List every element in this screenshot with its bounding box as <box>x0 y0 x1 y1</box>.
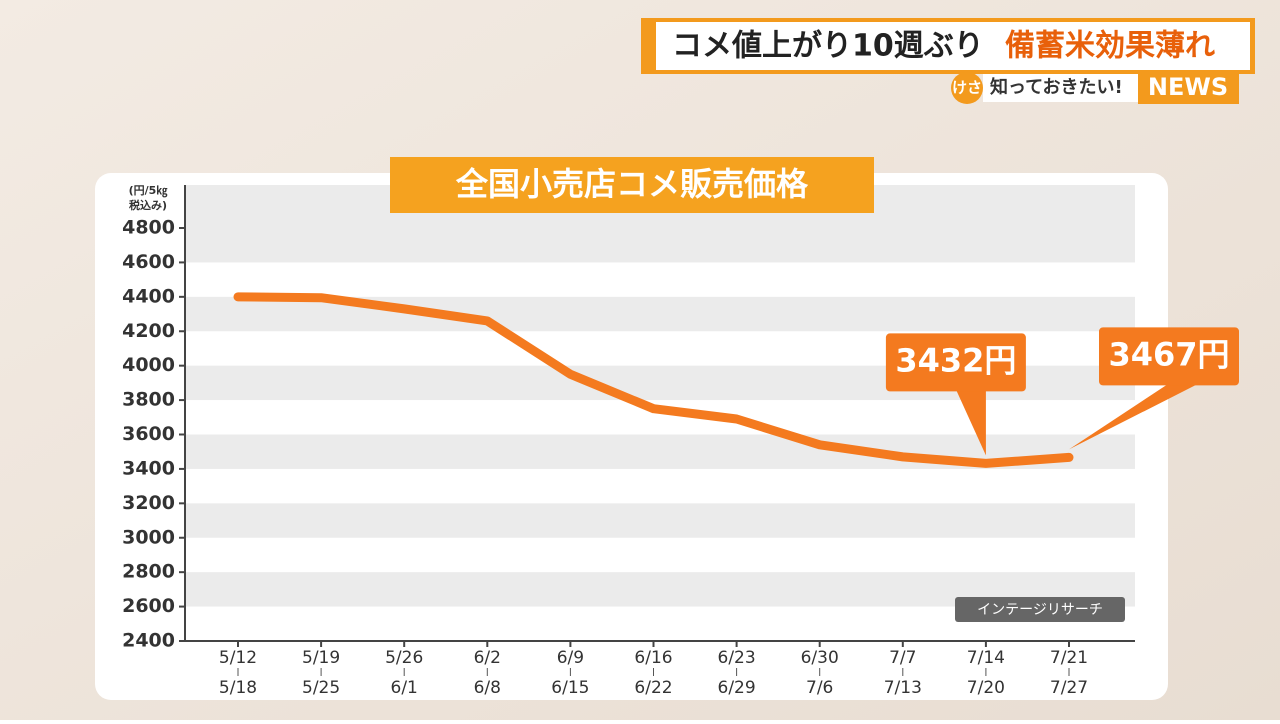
y-unit: 税込み) <box>129 198 167 212</box>
grid-band <box>185 228 1135 263</box>
x-tick-label: 7/6 <box>806 678 833 698</box>
y-tick-label: 4800 <box>122 217 175 239</box>
callout-box <box>885 333 1026 392</box>
x-tick-label: 7/27 <box>1050 678 1088 698</box>
x-tick-label: 6/1 <box>391 678 418 698</box>
x-tick-label: 7/20 <box>967 678 1005 698</box>
callout-pointer <box>1069 383 1199 450</box>
headline-accent: 備蓄米効果薄れ <box>1005 29 1215 64</box>
y-tick-label: 4600 <box>122 251 175 273</box>
y-tick-label: 3000 <box>122 526 175 548</box>
grid-band <box>185 503 1135 538</box>
x-tick-label: 5/26 <box>385 648 423 668</box>
plot: 2400 2600 2800 3000 3200 3400 3600 3800 4000 4200… <box>122 185 1239 698</box>
chart-title: 全国小売店コメ販売価格 <box>455 165 809 203</box>
badge <box>951 72 983 104</box>
x-tick-label: 6/29 <box>718 678 756 698</box>
x-tick-label: 6/8 <box>474 678 501 698</box>
show-box <box>983 74 1138 102</box>
y-tick-label: 2600 <box>122 595 175 617</box>
x-tick-label: 6/16 <box>634 648 672 668</box>
x-tick-label: 6/15 <box>551 678 589 698</box>
x-tick-label: 7/14 <box>967 648 1005 668</box>
x-tick-label: 6/30 <box>801 648 839 668</box>
callout-pointer <box>955 389 986 456</box>
callout-box <box>1099 327 1239 386</box>
headline: コメ値上がり10週ぶり <box>672 29 984 64</box>
y-tick-label: 4000 <box>122 354 175 376</box>
y-tick-label: 4200 <box>122 320 175 342</box>
y-tick-label: 2800 <box>122 561 175 583</box>
y-tick-label: 3400 <box>122 457 175 479</box>
x-tick-label: 6/22 <box>634 678 672 698</box>
news: NEWS <box>1148 73 1228 101</box>
title-box <box>390 157 874 213</box>
y-unit: (円/5㎏ <box>129 184 168 198</box>
y-tick-label: 3600 <box>122 423 175 445</box>
x-tick-label: 6/23 <box>718 648 756 668</box>
price-line <box>233 292 1074 468</box>
x-tick-label: 5/25 <box>302 678 340 698</box>
x-tick-label: 5/18 <box>219 678 257 698</box>
y-tick-label: 3200 <box>122 492 175 514</box>
show-name: 知っておきたい! <box>990 76 1123 98</box>
y-tick-label: 2400 <box>122 630 175 652</box>
headline-box <box>656 22 1250 70</box>
x-tick-label: 6/2 <box>474 648 501 668</box>
x-tick-label: 5/12 <box>219 648 257 668</box>
x-tick-label: 7/13 <box>884 678 922 698</box>
y-tick-label: 4400 <box>122 285 175 307</box>
x-tick-label: 7/7 <box>889 648 916 668</box>
x-tick-label: 5/19 <box>302 648 340 668</box>
x-tick-label: 7/21 <box>1050 648 1088 668</box>
source: インテージリサーチ <box>977 602 1103 618</box>
value-label: 3467円 <box>1108 335 1229 373</box>
show-badge: けさ <box>952 79 982 97</box>
x-tick-label: 6/9 <box>557 648 584 668</box>
y-tick-label: 3800 <box>122 389 175 411</box>
source-box <box>955 597 1125 622</box>
news-box <box>1138 72 1239 104</box>
value-label: 3432円 <box>895 341 1016 379</box>
